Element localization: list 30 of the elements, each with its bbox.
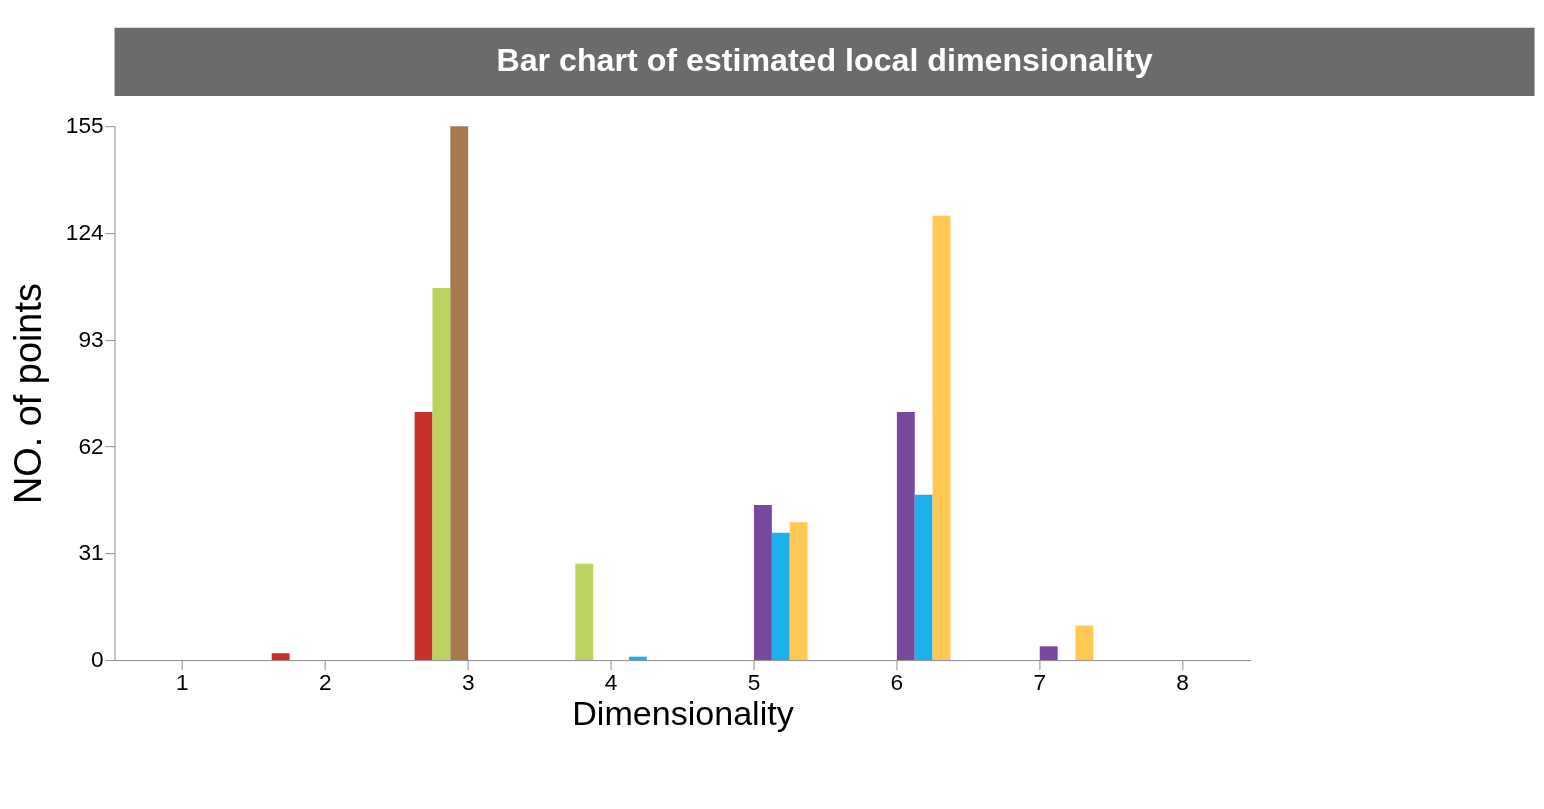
- chart-title: Bar chart of estimated local dimensionality: [496, 42, 1153, 79]
- x-tick-label: 5: [747, 668, 761, 695]
- x-tick-label: 8: [1176, 668, 1189, 695]
- x-axis-title: Dimensionality: [572, 693, 794, 732]
- bar: [896, 412, 915, 661]
- bar: [753, 505, 772, 661]
- bar: [1039, 646, 1058, 661]
- bar: [432, 288, 451, 661]
- y-axis-title: NO. of points: [7, 283, 50, 505]
- bar: [789, 522, 808, 661]
- bar: [414, 412, 433, 661]
- bar: [771, 532, 790, 661]
- bar: [914, 494, 933, 661]
- y-tick-label: 31: [78, 539, 104, 566]
- x-tick-label: 4: [604, 668, 618, 695]
- bar: [450, 126, 469, 661]
- y-tick-label: 0: [91, 646, 104, 673]
- y-tick-label: 124: [65, 219, 104, 246]
- x-tick-label: 1: [176, 668, 189, 695]
- x-tick-label: 6: [890, 668, 904, 695]
- bar: [575, 563, 594, 661]
- bar: [271, 653, 290, 661]
- x-tick-label: 3: [461, 668, 475, 695]
- bar: [1075, 625, 1094, 661]
- y-tick-label: 62: [78, 432, 104, 459]
- bar: [932, 215, 951, 661]
- y-tick-label: 93: [78, 325, 104, 352]
- x-tick-label: 2: [318, 668, 332, 695]
- y-tick-label: 155: [65, 112, 104, 139]
- x-tick-label: 7: [1033, 668, 1047, 695]
